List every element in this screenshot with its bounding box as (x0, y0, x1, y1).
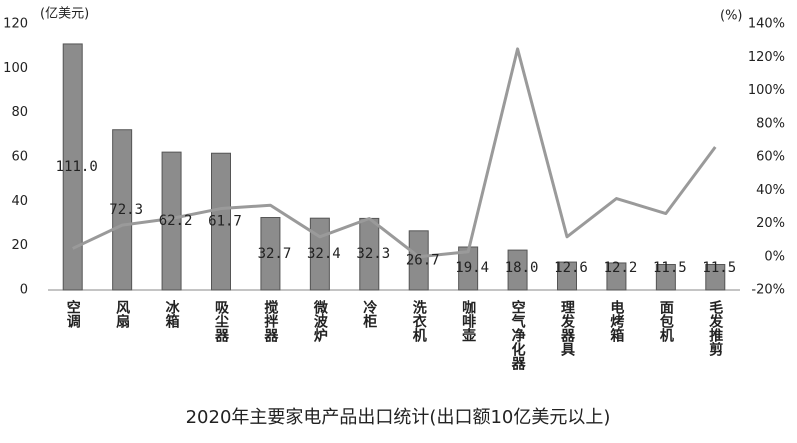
y2-tick-label: 20% (756, 216, 785, 231)
value-label: 111.0 (56, 159, 98, 175)
value-label: 18.0 (505, 260, 539, 276)
bar (557, 261, 577, 291)
x-tick-label: 吸尘器 (213, 300, 230, 343)
value-label: 72.3 (109, 202, 143, 218)
y2-tick-label: 60% (756, 150, 785, 165)
bar (606, 262, 627, 291)
value-label: 62.2 (159, 213, 193, 229)
y-tick-label: 40 (11, 194, 28, 209)
y2-tick-label: 100% (748, 83, 785, 98)
x-tick-label: 空气净化器 (510, 299, 527, 371)
y2-tick-label: -20% (751, 283, 785, 298)
x-tick-label: 冰箱 (164, 299, 180, 329)
bar (655, 264, 676, 291)
x-tick-label: 冷柜 (361, 299, 377, 329)
value-label: 12.6 (554, 260, 588, 276)
value-label: 32.4 (307, 246, 341, 262)
y-axis-label: (亿美元) (40, 7, 89, 22)
y-tick-label: 80 (11, 105, 28, 120)
bar (211, 152, 231, 291)
chart-title: 2020年主要家电产品出口统计(出口额10亿美元以上) (186, 407, 611, 428)
value-label: 26.7 (406, 252, 440, 268)
y-tick-label: 120 (3, 17, 28, 32)
x-tick-label: 风扇 (114, 300, 130, 329)
x-tick-label: 毛发推剪 (707, 299, 724, 357)
line (72, 47, 717, 259)
y2-tick-label: 0% (764, 249, 785, 264)
bar (112, 129, 133, 291)
y-tick-label: 100 (3, 61, 28, 76)
value-label: 32.7 (258, 246, 292, 262)
y2-tick-label: 140% (748, 17, 785, 32)
x-tick-label: 咖啡壶 (460, 299, 476, 342)
y-tick-label: 0 (20, 283, 28, 298)
value-label: 11.5 (653, 260, 687, 276)
bar (62, 43, 83, 291)
value-label: 12.2 (604, 260, 638, 276)
x-tick-label: 洗衣机 (411, 299, 427, 343)
y-tick-label: 20 (11, 238, 28, 253)
bar (260, 217, 281, 291)
y-tick-label: 60 (11, 150, 28, 165)
value-label: 11.5 (702, 260, 736, 276)
y2-tick-label: 120% (748, 50, 785, 65)
x-tick-label: 电烤箱 (608, 299, 624, 343)
value-label: 32.3 (356, 246, 390, 262)
bar (705, 264, 726, 291)
y2-axis-label: (%) (720, 9, 743, 24)
bar (408, 230, 429, 291)
x-tick-label: 搅拌器 (262, 299, 279, 343)
value-label: 61.7 (208, 214, 242, 230)
y2-tick-label: 40% (756, 183, 785, 198)
x-tick-label: 空调 (65, 299, 81, 329)
x-tick-label: 理发器具 (559, 300, 576, 357)
y2-tick-label: 80% (756, 116, 785, 131)
x-tick-label: 面包机 (658, 300, 674, 343)
bar (507, 249, 528, 291)
x-tick-label: 微波炉 (312, 299, 329, 343)
value-label: 19.4 (455, 260, 489, 276)
